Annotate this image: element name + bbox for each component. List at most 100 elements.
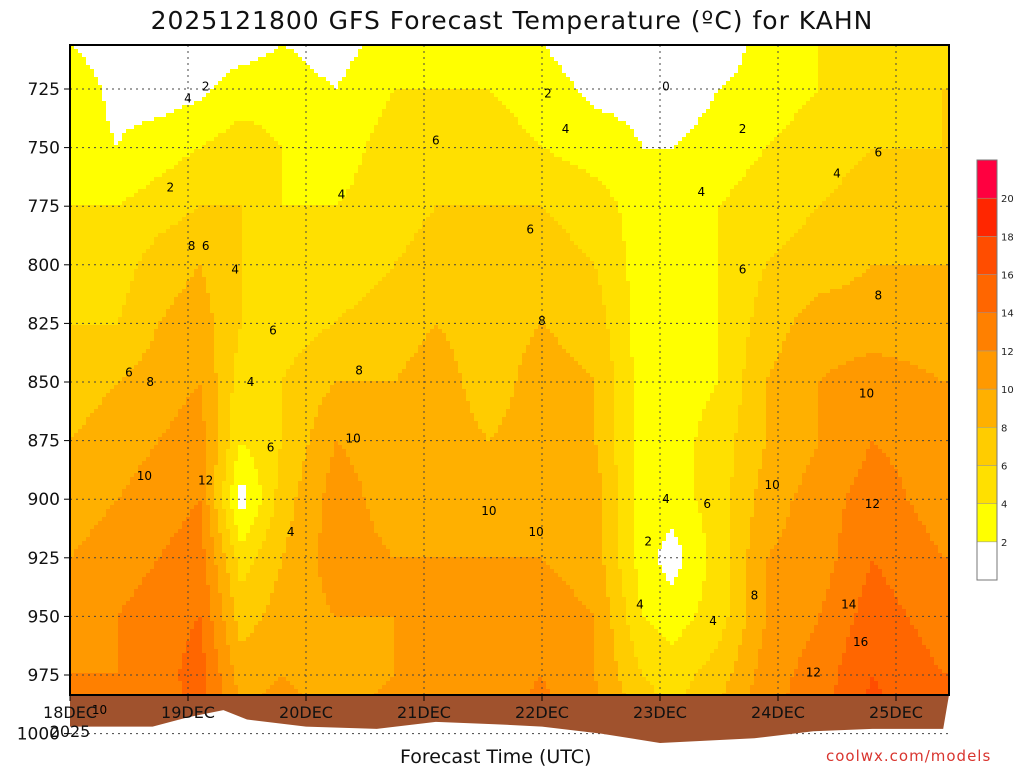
field-cell <box>146 73 150 77</box>
field-cell <box>146 401 150 405</box>
field-cell <box>86 581 90 585</box>
field-cell <box>154 269 158 273</box>
field-cell <box>86 457 90 461</box>
field-cell <box>150 473 154 477</box>
field-cell <box>126 377 130 381</box>
field-cell <box>182 465 186 469</box>
field-cell <box>118 193 122 197</box>
field-cell <box>158 397 162 401</box>
field-cell <box>78 245 82 249</box>
field-cell <box>146 477 150 481</box>
field-cell <box>154 429 158 433</box>
field-cell <box>126 577 130 581</box>
field-cell <box>106 293 110 297</box>
field-cell <box>142 625 146 629</box>
field-cell <box>74 69 78 73</box>
field-cell <box>78 341 82 345</box>
field-cell <box>86 625 90 629</box>
field-cell <box>126 97 130 101</box>
field-cell <box>74 57 78 61</box>
field-cell <box>142 685 146 689</box>
field-cell <box>110 201 114 205</box>
field-cell <box>162 149 166 153</box>
field-cell <box>134 689 138 693</box>
field-cell <box>138 565 142 569</box>
field-cell <box>170 69 174 73</box>
field-cell <box>142 597 146 601</box>
field-cell <box>106 633 110 637</box>
field-cell <box>154 157 158 161</box>
field-cell <box>102 97 106 101</box>
field-cell <box>142 213 146 217</box>
field-cell <box>126 357 130 361</box>
field-cell <box>138 457 142 461</box>
field-cell <box>158 105 162 109</box>
field-cell <box>86 369 90 373</box>
field-cell <box>134 373 138 377</box>
field-cell <box>174 89 178 93</box>
field-cell <box>182 513 186 517</box>
field-cell <box>142 517 146 521</box>
field-cell <box>94 293 98 297</box>
field-cell <box>74 273 78 277</box>
field-cell <box>74 125 78 129</box>
field-cell <box>122 689 126 693</box>
field-cell <box>126 653 130 657</box>
field-cell <box>78 373 82 377</box>
field-cell <box>146 165 150 169</box>
field-cell <box>94 281 98 285</box>
field-cell <box>118 557 122 561</box>
field-cell <box>158 261 162 265</box>
field-cell <box>146 445 150 449</box>
field-cell <box>82 525 86 529</box>
field-cell <box>170 417 174 421</box>
field-cell <box>178 309 182 313</box>
field-cell <box>106 153 110 157</box>
field-cell <box>114 409 118 413</box>
field-cell <box>170 109 174 113</box>
field-cell <box>86 57 90 61</box>
field-cell <box>82 421 86 425</box>
field-cell <box>70 61 74 65</box>
field-cell <box>114 369 118 373</box>
field-cell <box>90 393 94 397</box>
field-cell <box>178 325 182 329</box>
field-cell <box>86 385 90 389</box>
field-cell <box>126 85 130 89</box>
field-cell <box>138 589 142 593</box>
field-cell <box>106 405 110 409</box>
field-cell <box>102 661 106 665</box>
field-cell <box>174 213 178 217</box>
field-cell <box>170 541 174 545</box>
field-cell <box>154 409 158 413</box>
field-cell <box>166 181 170 185</box>
field-cell <box>158 245 162 249</box>
field-cell <box>130 581 134 585</box>
field-cell <box>154 465 158 469</box>
field-cell <box>182 173 186 177</box>
field-cell <box>174 205 178 209</box>
field-cell <box>98 117 102 121</box>
field-cell <box>182 201 186 205</box>
field-cell <box>178 285 182 289</box>
field-cell <box>190 269 194 273</box>
field-cell <box>78 481 82 485</box>
field-cell <box>170 245 174 249</box>
field-cell <box>98 345 102 349</box>
field-cell <box>154 585 158 589</box>
field-cell <box>114 261 118 265</box>
field-cell <box>134 349 138 353</box>
field-cell <box>162 237 166 241</box>
field-cell <box>122 289 126 293</box>
field-cell <box>78 517 82 521</box>
field-cell <box>166 105 170 109</box>
field-cell <box>158 205 162 209</box>
field-cell <box>98 309 102 313</box>
field-cell <box>126 429 130 433</box>
field-cell <box>70 141 74 145</box>
field-cell <box>190 201 194 205</box>
field-cell <box>82 629 86 633</box>
field-cell <box>150 281 154 285</box>
field-cell <box>162 645 166 649</box>
field-cell <box>114 341 118 345</box>
